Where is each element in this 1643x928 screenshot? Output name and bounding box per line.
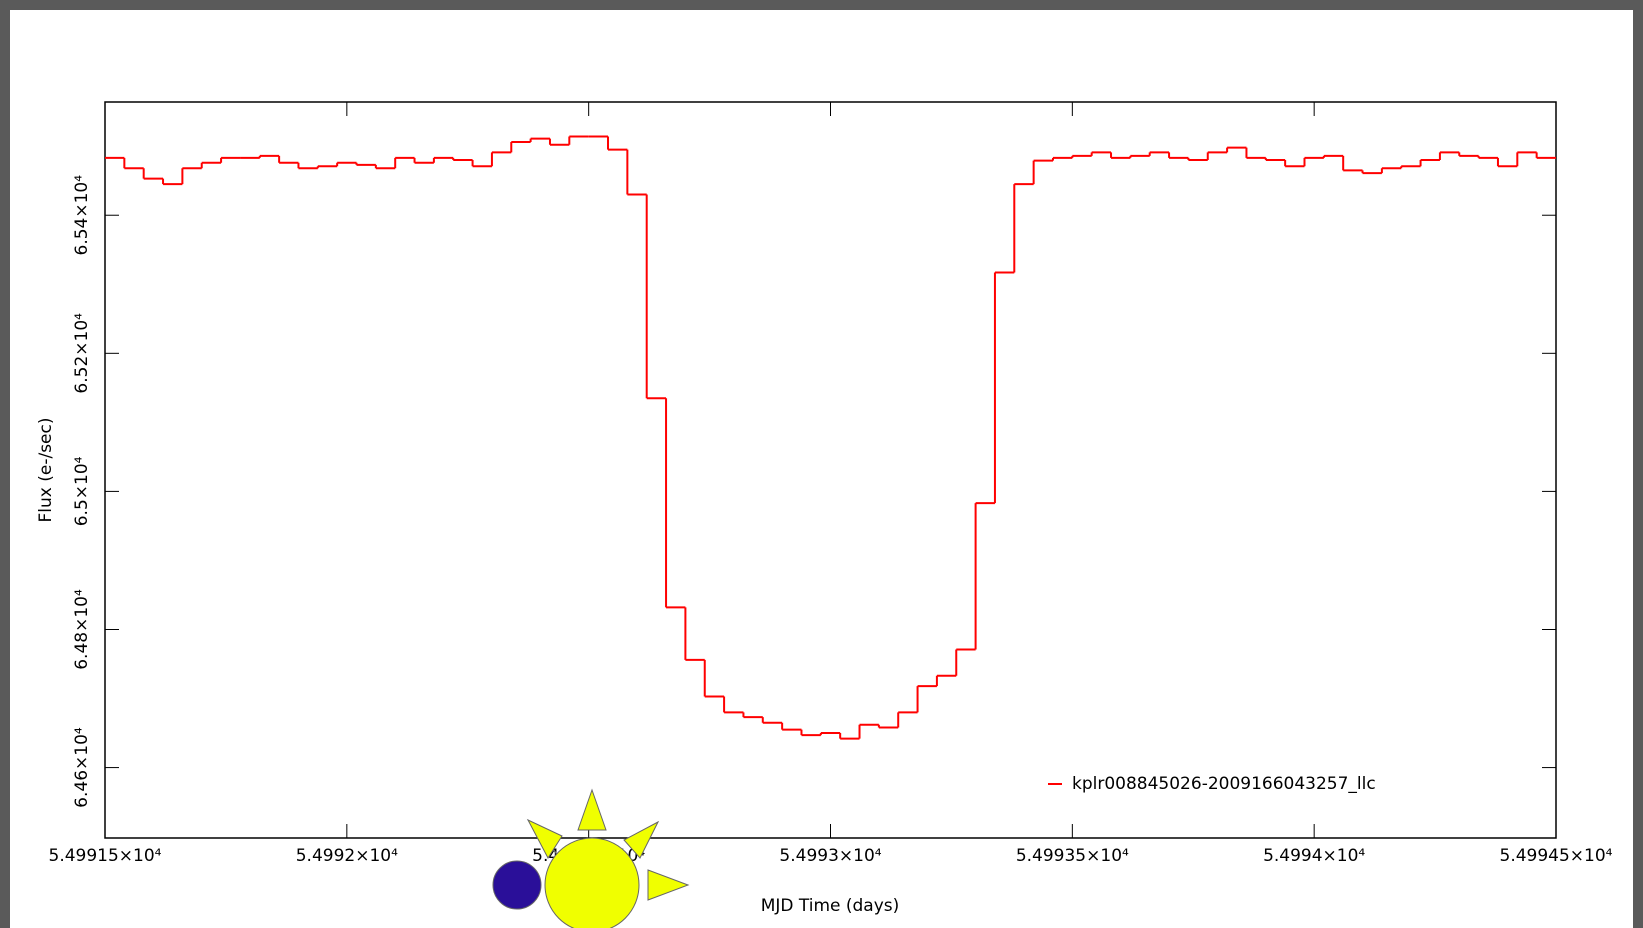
x-tick-label: 5.4994×10⁴ [1263,846,1365,866]
sun-ray [647,869,690,901]
y-tick-label: 6.52×10⁴ [72,313,92,394]
y-tick-label: 6.48×10⁴ [72,589,92,670]
y-axis-label: Flux (e-/sec) [36,418,56,523]
x-tick-label: 5.49935×10⁴ [1016,846,1129,866]
planet [492,860,542,910]
sun [544,837,640,928]
legend-label: kplr008845026-2009166043257_llc [1072,774,1376,794]
sun-ray [526,818,563,859]
y-tick-label: 6.46×10⁴ [72,727,92,808]
sun-ray [623,820,660,859]
canvas [10,10,1633,928]
x-tick-label: 5.49945×10⁴ [1500,846,1613,866]
y-tick-label: 6.54×10⁴ [72,175,92,256]
step-riser [123,136,1538,739]
x-axis-label: MJD Time (days) [761,896,900,916]
x-tick-label: 5.4993×10⁴ [779,846,881,866]
x-tick-label: 5.49915×10⁴ [49,846,162,866]
x-tick-label: 5.4992×10⁴ [296,846,398,866]
y-tick-label: 6.5×10⁴ [72,456,92,526]
sun-ray [577,788,607,831]
sun-icon [492,788,690,928]
